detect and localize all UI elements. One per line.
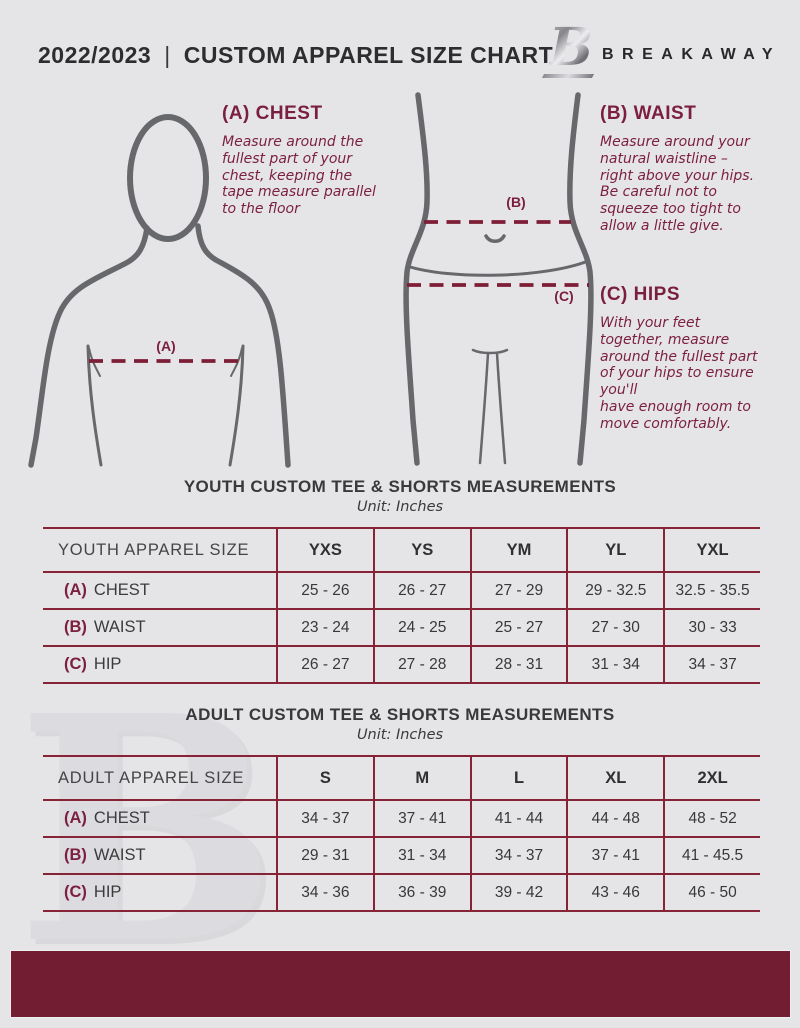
hips-heading: (C) HIPS	[600, 284, 680, 305]
measurement-cell: 44 - 48	[566, 799, 664, 836]
measurement-cell: 29 - 32.5	[566, 571, 664, 608]
measurement-cell: 27 - 30	[566, 608, 664, 645]
adult-size-table: ADULT APPAREL SIZE S M L XL 2XL (A) CHEST 34 - 3…	[43, 755, 760, 912]
measurement-row-label: (B) WAIST	[43, 836, 276, 873]
size-column-header: YM	[469, 529, 567, 571]
measurement-cell: 24 - 25	[372, 608, 470, 645]
hips-marker-label: (C)	[554, 288, 574, 304]
measurement-cell: 27 - 29	[469, 571, 567, 608]
size-column-header: XL	[566, 757, 663, 799]
measurement-row-label: (A) CHEST	[43, 571, 276, 608]
row-letter-prefix: (B)	[64, 618, 87, 636]
lower-body-figure	[403, 92, 594, 466]
season-label: 2022/2023	[38, 42, 152, 68]
measurement-cell: 34 - 37	[469, 836, 567, 873]
measurement-row-label: (C) HIP	[43, 873, 276, 910]
size-column-header: YS	[372, 529, 470, 571]
row-letter-prefix: (A)	[64, 809, 87, 827]
logo-letter: B	[549, 17, 593, 78]
measurement-cell: 34 - 37	[276, 799, 373, 836]
measurement-figures	[28, 92, 594, 468]
row-label-text: WAIST	[93, 618, 146, 636]
apparel-size-header: ADULT APPAREL SIZE	[58, 768, 245, 787]
waist-instructions: Measure around your natural waistline – …	[600, 134, 755, 234]
row-label-text: CHEST	[93, 581, 150, 599]
size-column-header: YXL	[663, 529, 760, 571]
measurement-cell: 28 - 31	[469, 645, 567, 682]
title-divider: |	[164, 42, 171, 68]
background-watermark-letter: B	[16, 649, 279, 1013]
measurement-cell: 31 - 34	[372, 836, 470, 873]
measurement-row-label: (A) CHEST	[43, 799, 276, 836]
measurement-row-label: (B) WAIST	[43, 608, 276, 645]
row-letter-prefix: (B)	[64, 846, 87, 864]
measurement-row-label: (C) HIP	[43, 645, 276, 682]
row-letter-prefix: (C)	[64, 883, 87, 901]
breakaway-logo-icon: B	[541, 17, 599, 80]
measurement-cell: 39 - 42	[469, 873, 567, 910]
measurement-cell: 48 - 52	[663, 799, 760, 836]
adult-table-unit: Unit: Inches	[356, 727, 444, 743]
row-letter-prefix: (A)	[64, 581, 87, 599]
row-label-text: HIP	[93, 883, 122, 901]
measurement-cell: 41 - 45.5	[663, 836, 760, 873]
measurement-cell: 37 - 41	[372, 799, 470, 836]
youth-table-title: YOUTH CUSTOM TEE & SHORTS MEASUREMENTS	[183, 477, 617, 496]
hips-instructions: With your feet together, measure around …	[600, 315, 758, 432]
row-letter-prefix: (C)	[64, 655, 87, 673]
apparel-size-header: YOUTH APPAREL SIZE	[58, 540, 250, 559]
measurement-cell: 41 - 44	[469, 799, 567, 836]
measurement-cell: 26 - 27	[276, 645, 373, 682]
row-label-text: CHEST	[93, 809, 150, 827]
logo-underline	[541, 74, 595, 78]
page-header-title: 2022/2023 | CUSTOM APPAREL SIZE CHART	[38, 42, 553, 69]
measurement-cell: 34 - 37	[663, 645, 760, 682]
row-label-text: HIP	[93, 655, 122, 673]
measurement-cell: 31 - 34	[566, 645, 664, 682]
measurement-cell: 30 - 33	[663, 608, 760, 645]
chest-instructions: Measure around the fullest part of your …	[222, 134, 376, 218]
size-column-header: YXS	[276, 529, 373, 571]
measurement-cell: 27 - 28	[372, 645, 470, 682]
measurement-cell: 29 - 31	[276, 836, 373, 873]
measurement-cell: 32.5 - 35.5	[663, 571, 760, 608]
measurement-cell: 34 - 36	[276, 873, 373, 910]
size-column-header: M	[372, 757, 470, 799]
youth-size-table: YOUTH APPAREL SIZE YXS YS YM YL YXL (A) CHEST 25…	[43, 527, 760, 684]
brand-name: BREAKAWAY	[602, 46, 782, 63]
size-column-header: 2XL	[663, 757, 760, 799]
row-label-text: WAIST	[93, 846, 146, 864]
waist-heading: (B) WAIST	[600, 103, 697, 124]
adult-table-title: ADULT CUSTOM TEE & SHORTS MEASUREMENTS	[185, 705, 615, 724]
size-column-header: L	[469, 757, 567, 799]
upper-body-figure	[28, 114, 291, 468]
measurement-cell: 25 - 27	[469, 608, 567, 645]
footer-accent-bar	[10, 950, 791, 1018]
page-title: CUSTOM APPAREL SIZE CHART	[183, 42, 554, 68]
measurement-cell: 26 - 27	[372, 571, 470, 608]
measurement-cell: 25 - 26	[276, 571, 373, 608]
chest-marker-label: (A)	[156, 338, 176, 354]
measurement-cell: 37 - 41	[566, 836, 664, 873]
waist-marker-label: (B)	[506, 194, 526, 210]
size-column-header: S	[276, 757, 373, 799]
measurement-cell: 46 - 50	[663, 873, 760, 910]
measurement-cell: 23 - 24	[276, 608, 373, 645]
measurement-cell: 36 - 39	[372, 873, 470, 910]
measurement-cell: 43 - 46	[566, 873, 664, 910]
chest-heading: (A) CHEST	[222, 103, 323, 124]
measure-dash-lines	[89, 220, 589, 363]
size-column-header: YL	[566, 529, 663, 571]
youth-table-unit: Unit: Inches	[356, 499, 444, 515]
